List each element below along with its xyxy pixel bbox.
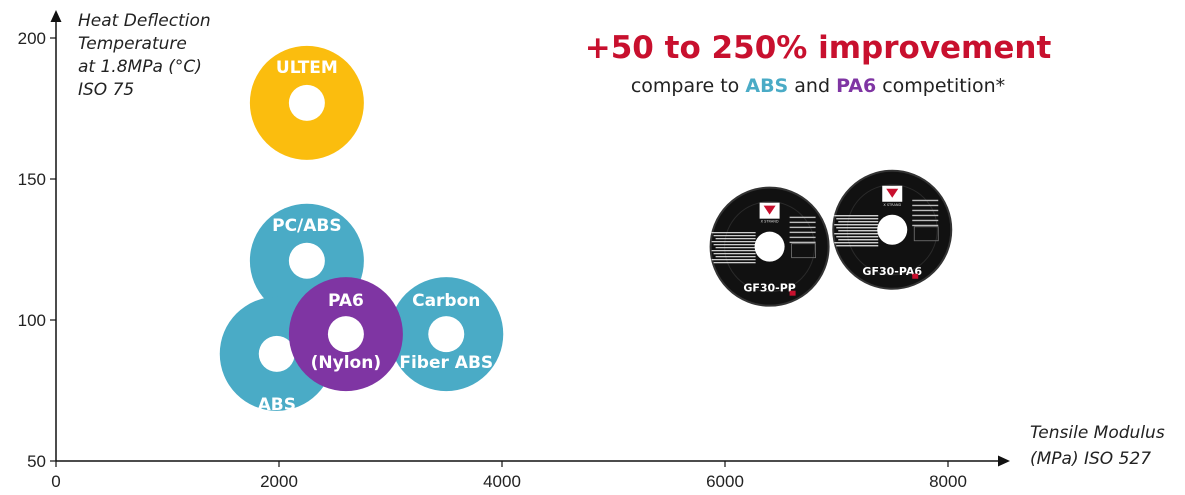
spool-spec-line <box>912 204 939 207</box>
spool-spec-box <box>791 243 816 259</box>
disc-pc-abs-hole <box>288 242 325 279</box>
y-tick-label-100: 100 <box>18 311 46 330</box>
subtitle-abs: ABS <box>745 75 788 97</box>
disc-label-pc-abs: PC/ABS <box>272 216 342 236</box>
spool-spec-line <box>912 224 939 227</box>
disc-label-carbon-fiber-abs: Fiber ABS <box>399 353 493 373</box>
x-tick-label-2000: 2000 <box>260 472 298 491</box>
x-strand-logo-icon <box>886 188 899 198</box>
x-axis-title-line: (MPa) ISO 527 <box>1030 449 1151 469</box>
y-axis-title-line: Heat Deflection <box>78 11 211 31</box>
x-tick-label-0: 0 <box>51 472 60 491</box>
subtitle-and: and <box>788 75 836 97</box>
tick-labels: 0 2000 4000 6000 8000 50 100 150 200 <box>18 29 967 491</box>
headline-subtitle: compare to ABS and PA6 competition* <box>631 75 1005 97</box>
y-axis-title: Heat Deflection Temperature at 1.8MPa (°C)… <box>78 11 211 100</box>
spool-gf30-pp: X STRAND GF30-PP <box>709 186 830 307</box>
spool-spec-line <box>912 209 939 212</box>
spool-gf30-pa6-ring <box>846 184 938 276</box>
spool-brand-text: X STRAND <box>761 220 779 224</box>
y-tick-label-150: 150 <box>18 170 46 189</box>
subtitle-suffix: competition* <box>876 75 1005 97</box>
x-tick-label-8000: 8000 <box>929 472 967 491</box>
y-tick-label-50: 50 <box>27 452 46 471</box>
spool-spec-box <box>913 226 939 242</box>
disc-pa6-nylon-hole <box>327 316 364 353</box>
spool-product-name: GF30-PP <box>743 282 796 295</box>
disc-label-abs: ABS <box>258 395 296 415</box>
disc-ultem: ULTEM <box>249 45 364 160</box>
y-axis-title-line: ISO 75 <box>78 80 134 100</box>
spool-red-tag <box>789 290 796 296</box>
disc-ultem-hole <box>288 84 325 121</box>
x-strand-logo-icon <box>763 205 776 215</box>
spool-red-tag <box>912 273 919 279</box>
spool-spec-line <box>912 199 939 202</box>
spool-spec-line <box>789 241 816 244</box>
x-axis-title: Tensile Modulus (MPa) ISO 527 <box>1030 423 1165 469</box>
y-axis-title-line: Temperature <box>78 34 187 54</box>
spool-spec-line <box>789 226 816 229</box>
spool-gf30-pa6-hole <box>877 214 908 245</box>
x-tick-label-4000: 4000 <box>483 472 521 491</box>
y-axis-arrow <box>50 10 62 22</box>
x-tick-label-6000: 6000 <box>706 472 744 491</box>
subtitle-prefix: compare to <box>631 75 746 97</box>
spool-spec-line <box>789 231 816 234</box>
spool-gf30-pp-hole <box>754 231 785 262</box>
disc-carbon-fiber-abs-hole <box>428 316 465 353</box>
subtitle-pa6: PA6 <box>836 75 876 97</box>
disc-pa6-nylon: PA6 (Nylon) <box>288 277 403 392</box>
product-spools: X STRAND GF30-PP X STRAND GF30-PA6 <box>709 169 953 307</box>
spool-spec-line <box>789 236 816 239</box>
spool-spec-line <box>789 216 816 219</box>
spool-spec-line <box>912 214 939 217</box>
headline-title: +50 to 250% improvement <box>585 30 1052 66</box>
y-tick-label-200: 200 <box>18 29 46 48</box>
disc-label-pa6-nylon: PA6 <box>328 291 364 311</box>
disc-label-ultem: ULTEM <box>276 58 338 78</box>
disc-label-carbon-fiber-abs: Carbon <box>412 291 480 311</box>
axes <box>50 10 1010 467</box>
x-axis-arrow <box>998 455 1010 467</box>
disc-label-pa6-nylon: (Nylon) <box>311 353 381 373</box>
y-axis-title-line: at 1.8MPa (°C) <box>78 57 202 77</box>
spool-spec-line <box>789 221 816 224</box>
disc-abs-hole <box>258 335 295 372</box>
x-axis-title-line: Tensile Modulus <box>1030 423 1165 443</box>
spool-product-name: GF30-PA6 <box>862 265 922 278</box>
spool-gf30-pa6: X STRAND GF30-PA6 <box>832 169 953 290</box>
spool-spec-line <box>912 219 939 222</box>
spool-gf30-pp-ring <box>724 201 816 293</box>
axis-titles: Heat Deflection Temperature at 1.8MPa (°C)… <box>78 11 1165 469</box>
spool-brand-text: X STRAND <box>883 203 901 207</box>
data-discs: ULTEM PC/ABS ABS Carbon Fiber ABS PA6 (Nylon) <box>219 45 504 415</box>
disc-carbon-fiber-abs: Carbon Fiber ABS <box>389 277 504 392</box>
